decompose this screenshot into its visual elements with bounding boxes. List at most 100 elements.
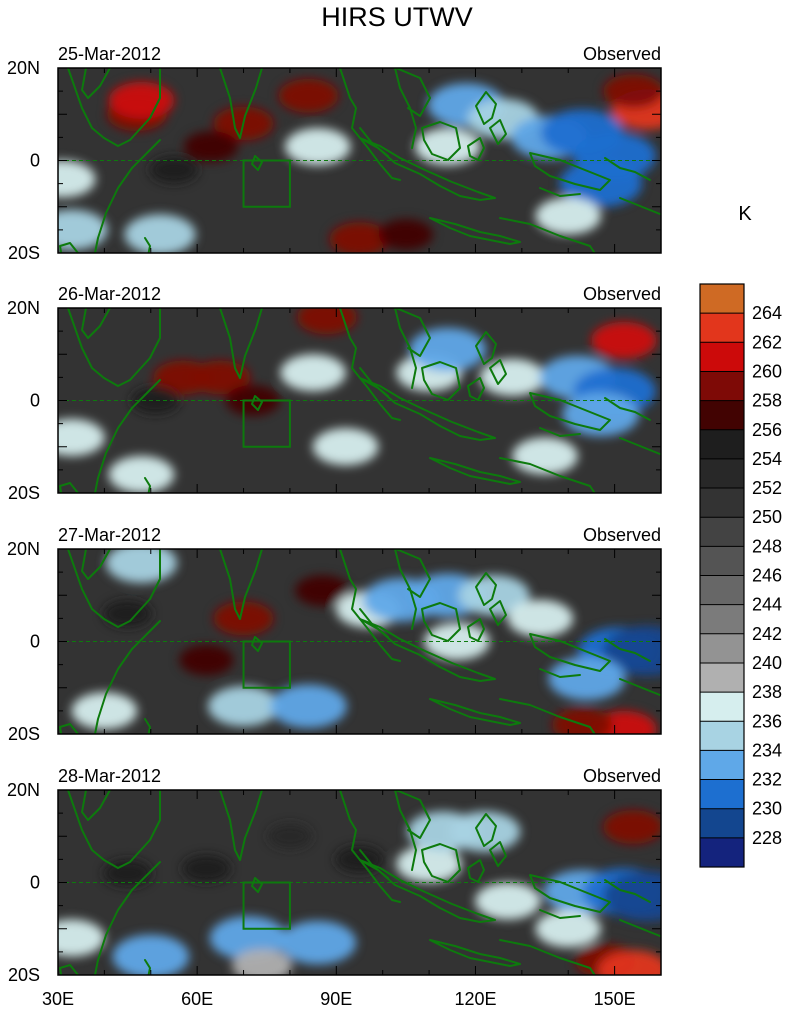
colorbar-swatch — [700, 721, 744, 751]
chart-title: HIRS UTWV — [321, 2, 473, 32]
colorbar-units: K — [738, 203, 752, 225]
colorbar-label: 248 — [752, 536, 782, 556]
y-tick-label: 20N — [7, 298, 40, 318]
field-feature — [312, 428, 379, 466]
field-feature — [559, 160, 642, 208]
field-feature — [213, 601, 274, 636]
colorbar-label: 232 — [752, 770, 782, 790]
colorbar-swatch — [700, 371, 744, 402]
colorbar-label: 238 — [752, 682, 782, 702]
y-tick-label: 0 — [30, 873, 40, 893]
map-panel-4: 20N 0 20S 28-Mar-2012 Observed 30E 60E 90E 120E 1… — [7, 766, 662, 1009]
field-feature — [475, 882, 541, 920]
panel-date: 27-Mar-2012 — [58, 525, 161, 545]
field-feature — [603, 625, 661, 676]
field-feature — [424, 622, 490, 661]
colorbar-label: 236 — [752, 711, 782, 731]
panel-date: 25-Mar-2012 — [58, 44, 161, 64]
colorbar-swatch — [700, 808, 744, 839]
field-feature — [207, 686, 280, 727]
y-tick-label: 20N — [7, 58, 40, 78]
field-feature — [603, 810, 661, 844]
colorbar: 264 262 260 258 256 254 252 250 248 246 244 242 240 2… — [699, 203, 782, 868]
field-feature — [58, 919, 105, 957]
colorbar-swatch — [700, 342, 744, 372]
map-panel-3: 20N 0 20S 27-Mar-2012 Observed — [7, 525, 662, 744]
y-tick-label: 0 — [30, 632, 40, 652]
field-feature — [131, 386, 180, 415]
y-tick-label: 20S — [8, 965, 40, 985]
field-feature — [279, 920, 357, 965]
y-tick-label: 0 — [30, 151, 40, 171]
x-tick-label: 150E — [594, 989, 636, 1009]
field-feature — [183, 131, 239, 163]
field-feature — [591, 321, 657, 359]
field-feature — [58, 418, 105, 457]
colorbar-label: 240 — [752, 653, 782, 673]
x-tick-label: 120E — [454, 989, 496, 1009]
colorbar-swatch — [700, 284, 744, 314]
field-feature — [58, 160, 96, 198]
field-feature — [507, 599, 574, 637]
colorbar-label: 234 — [752, 740, 782, 760]
field-feature — [284, 128, 351, 166]
y-tick-label: 20N — [7, 780, 40, 800]
field-feature — [378, 219, 434, 250]
field-feature — [182, 854, 231, 883]
field-feature — [396, 845, 462, 883]
colorbar-swatch — [700, 458, 744, 489]
field-feature — [270, 684, 347, 729]
colorbar-swatch — [700, 779, 744, 810]
colorbar-swatch — [700, 575, 744, 606]
y-tick-label: 0 — [30, 391, 40, 411]
y-tick-label: 20S — [8, 483, 40, 503]
colorbar-swatch — [700, 692, 744, 722]
map-panel-2: 20N 0 20S 26-Mar-2012 Observed — [7, 284, 662, 503]
y-tick-label: 20N — [7, 539, 40, 559]
region-box — [242, 881, 291, 930]
colorbar-swatch — [700, 662, 744, 693]
field-feature — [535, 910, 602, 948]
region-box — [242, 399, 291, 448]
colorbar-label: 258 — [752, 391, 782, 411]
x-tick-label: 30E — [42, 989, 74, 1009]
field-feature — [71, 692, 138, 730]
field-feature — [535, 197, 602, 235]
colorbar-swatch — [700, 604, 744, 635]
field-feature — [209, 916, 287, 960]
panel-tag: Observed — [583, 284, 661, 304]
field-feature — [232, 948, 293, 975]
colorbar-label: 242 — [752, 624, 782, 644]
field-feature — [108, 455, 175, 493]
field-feature — [512, 437, 578, 475]
colorbar-label: 250 — [752, 507, 782, 527]
colorbar-label: 246 — [752, 566, 782, 586]
field-feature — [548, 656, 626, 701]
colorbar-label: 254 — [752, 449, 782, 469]
field-feature — [278, 78, 339, 113]
colorbar-swatch — [700, 546, 744, 576]
field-feature — [103, 599, 152, 628]
colorbar-swatch — [700, 488, 744, 518]
field-feature — [179, 644, 234, 676]
colorbar-swatch — [700, 429, 744, 460]
field-feature — [552, 707, 613, 734]
colorbar-swatch — [700, 750, 744, 781]
field-feature — [449, 811, 521, 852]
panel-tag: Observed — [583, 525, 661, 545]
field-feature — [603, 74, 661, 109]
field-feature — [329, 222, 390, 253]
panel-tag: Observed — [583, 766, 661, 786]
colorbar-swatch — [700, 517, 744, 547]
field-feature — [603, 871, 661, 922]
field-feature — [409, 327, 487, 372]
colorbar-label: 230 — [752, 799, 782, 819]
panel-date: 28-Mar-2012 — [58, 766, 161, 786]
map-panel-1: 20N 0 20S 25-Mar-2012 Observed — [7, 44, 662, 263]
field-feature — [124, 214, 196, 253]
colorbar-swatch — [700, 400, 744, 431]
field-feature — [414, 128, 481, 166]
colorbar-label: 264 — [752, 303, 782, 323]
panel-date: 26-Mar-2012 — [58, 284, 161, 304]
colorbar-label: 252 — [752, 478, 782, 498]
